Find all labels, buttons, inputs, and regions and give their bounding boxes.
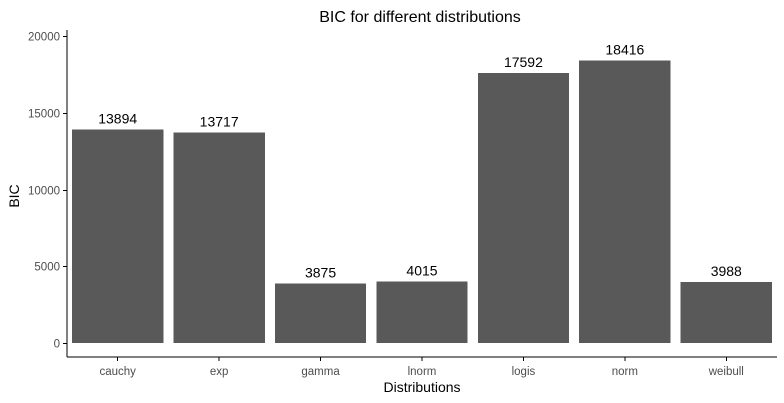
data-label-lnorm: 4015 <box>406 262 437 278</box>
data-label-logis: 17592 <box>504 54 543 70</box>
bar-norm <box>579 60 671 344</box>
y-tick-label: 0 <box>54 339 60 351</box>
data-label-norm: 18416 <box>605 41 644 57</box>
x-axis: cauchy exp gamma lnorm logis norm weibull <box>67 356 777 378</box>
bars-group <box>72 60 772 344</box>
bar-weibull <box>680 281 772 343</box>
y-tick-label: 20000 <box>28 32 60 44</box>
data-labels-group: 13894 13717 3875 4015 17592 18416 3988 <box>98 41 742 280</box>
x-axis-title: Distributions <box>383 379 460 395</box>
chart-title: BIC for different distributions <box>319 9 521 26</box>
bar-gamma <box>274 283 367 343</box>
x-tick-label-gamma: gamma <box>301 366 340 378</box>
y-axis: 0 5000 10000 15000 20000 <box>28 30 68 357</box>
bar-exp <box>173 132 265 343</box>
y-tick-label: 10000 <box>28 186 60 198</box>
y-tick-label: 15000 <box>28 109 60 121</box>
data-label-weibull: 3988 <box>711 263 742 279</box>
bar-logis <box>477 72 570 343</box>
x-tick-label-exp: exp <box>210 366 229 378</box>
data-label-cauchy: 13894 <box>98 111 137 127</box>
x-tick-label-cauchy: cauchy <box>99 366 136 378</box>
x-tick-label-lnorm: lnorm <box>408 366 437 378</box>
x-tick-label-weibull: weibull <box>708 366 744 378</box>
bar-cauchy <box>72 129 164 343</box>
x-tick-label-logis: logis <box>512 366 536 378</box>
data-label-gamma: 3875 <box>305 265 336 281</box>
data-label-exp: 13717 <box>200 113 239 129</box>
y-axis-title: BIC <box>6 184 22 207</box>
y-tick-label: 5000 <box>34 262 60 274</box>
x-tick-label-norm: norm <box>612 366 638 378</box>
bar-lnorm <box>376 281 468 343</box>
